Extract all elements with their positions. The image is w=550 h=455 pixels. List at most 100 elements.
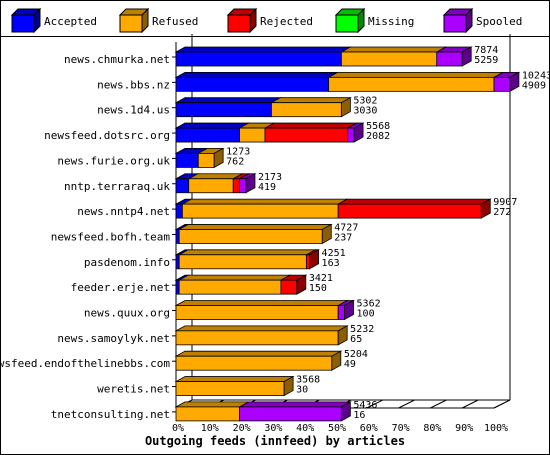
bar-segment-rejected [337, 203, 482, 219]
value-label-total: 10243 [522, 70, 550, 81]
bar-segment-accepted [175, 279, 180, 295]
value-label-second: 163 [322, 258, 340, 269]
bar-side-face [321, 223, 332, 245]
bar-segment-refused [175, 355, 333, 371]
value-label-second: 49 [344, 359, 356, 370]
x-axis-title: Outgoing feeds (innfeed) by articles [145, 434, 405, 448]
value-label-total: 5302 [353, 96, 377, 107]
x-tick-label: 90% [455, 423, 473, 434]
bar-segment-top [174, 71, 340, 78]
host-label: newsfeed.endofthelinebbs.com [0, 357, 170, 370]
bar-segment-accepted [175, 127, 240, 143]
host-label: newsfeed.bofh.team [51, 230, 171, 243]
bar-segment-rejected [232, 178, 241, 194]
bar-segment-refused [178, 229, 323, 244]
bar-segment-spooled [239, 178, 247, 194]
value-label-second: 3030 [353, 106, 377, 117]
host-label: pasdenom.info [84, 256, 170, 269]
legend-swatch-spooled [443, 14, 467, 33]
bar-segment-spooled [337, 305, 345, 320]
bar-segment-refused [178, 279, 282, 295]
host-label: feeder.erje.net [71, 281, 170, 294]
value-label-total: 4727 [334, 222, 358, 233]
host-label: news.samoylyk.net [57, 332, 170, 345]
host-label: news.chmurka.net [64, 53, 170, 66]
bar-side-face [213, 147, 224, 169]
host-label: tnetconsulting.net [51, 408, 170, 421]
bar-segment-accepted [175, 229, 180, 244]
legend: Accepted Refused Rejected Missing Spooled [10, 7, 522, 34]
value-label-second: 5259 [474, 55, 498, 66]
bar-segment-top [174, 300, 349, 306]
host-label: news.nntp4.net [77, 205, 170, 218]
bar-segment-top [174, 97, 282, 104]
host-label: news.furie.org.uk [57, 154, 170, 167]
bar-segment-accepted [175, 51, 342, 67]
value-label-total: 1273 [226, 146, 250, 157]
value-label-total: 5568 [366, 121, 390, 132]
bar-segment-spooled [239, 406, 342, 422]
bar-segment-accepted [175, 152, 199, 168]
bar-segment-refused [175, 381, 285, 396]
bar-segment-top [174, 350, 343, 357]
value-label-total: 9907 [493, 197, 517, 208]
value-label-second: 272 [493, 207, 511, 218]
bar-segment-accepted [175, 76, 330, 92]
host-labels: news.chmurka.net news.bbs.nz news.1d4.us ne… [0, 53, 170, 421]
legend-label-refused: Refused [152, 15, 198, 28]
bar-segment-top [336, 198, 492, 205]
x-tick-label: 60% [360, 423, 378, 434]
value-label-total: 5362 [357, 299, 381, 310]
host-label: news.bbs.nz [97, 78, 170, 91]
legend-swatch-missing [335, 14, 359, 33]
bar-segment-top [177, 224, 333, 230]
legend-label-accepted: Accepted [44, 15, 97, 28]
bar-segment-spooled [347, 127, 355, 143]
value-label-second: 30 [296, 385, 308, 396]
bar-segment-refused [270, 102, 342, 118]
bar-segment-rejected [305, 254, 310, 270]
bar-segment-rejected [280, 279, 298, 295]
value-label-total: 4251 [322, 248, 346, 259]
bar-side-face [509, 71, 520, 93]
bar-side-face [340, 401, 351, 422]
floor-grid-line [366, 399, 384, 409]
bars [174, 46, 521, 422]
legend-swatch-accepted [11, 14, 35, 33]
bar-segment-accepted [175, 254, 180, 270]
x-tick-label: 0% [172, 423, 184, 434]
bar-segment-refused [197, 152, 215, 168]
x-tick-label: 20% [233, 423, 251, 434]
value-label-second: 762 [226, 156, 244, 167]
bar-segment-spooled [493, 76, 511, 92]
host-label: newsfeed.dotsrc.org [44, 129, 170, 142]
bar-side-face [309, 249, 319, 270]
bar-segment-top [339, 46, 448, 53]
bar-segment-top [174, 325, 349, 332]
bar-side-face [283, 375, 294, 397]
bar-segment-top [327, 71, 505, 78]
bar-segment-top [180, 198, 349, 205]
bar-segment-top [177, 274, 292, 281]
bar-side-face [353, 122, 364, 143]
x-tick-label: 40% [296, 423, 314, 434]
bar-segment-top [174, 122, 251, 129]
value-label-second: 100 [357, 309, 375, 320]
x-tick-label: 30% [264, 423, 282, 434]
bar-segment-top [269, 97, 352, 104]
bar-segment-accepted [175, 178, 190, 194]
bar-side-face [340, 97, 351, 118]
bar-side-face [480, 198, 491, 219]
x-tick-label: 70% [392, 423, 410, 434]
value-label-total: 5232 [350, 324, 374, 335]
value-label-total: 2173 [258, 172, 282, 183]
host-label: news.1d4.us [97, 104, 170, 117]
legend-label-spooled: Spooled [476, 15, 522, 28]
bar-segment-top [238, 401, 352, 408]
bar-segment-refused [340, 51, 438, 67]
bar-segment-rejected [264, 127, 349, 143]
legend-label-rejected: Rejected [260, 15, 313, 28]
floor-grid-line [398, 399, 415, 409]
